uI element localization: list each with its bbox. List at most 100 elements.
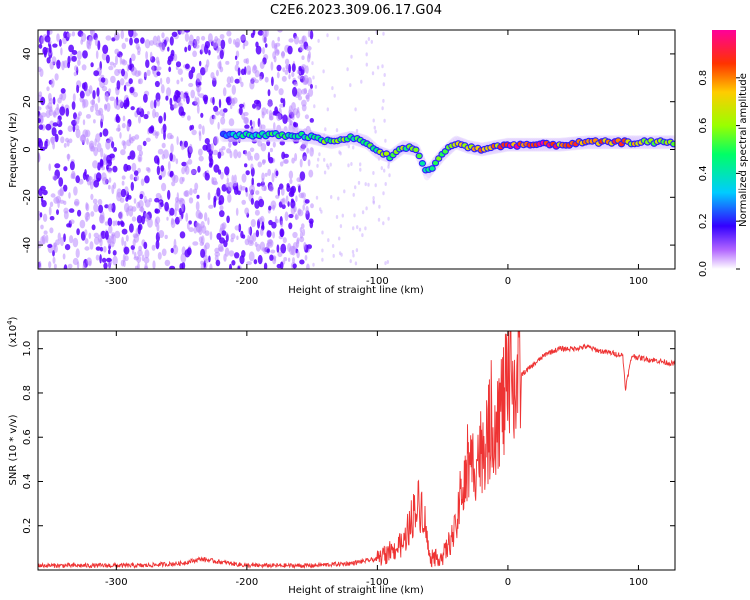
noise-speckle: [38, 66, 42, 72]
noise-speckle: [119, 54, 123, 65]
noise-speckle: [169, 134, 174, 140]
noise-speckle: [235, 38, 241, 48]
noise-speckle: [280, 243, 287, 254]
noise-speckle: [288, 123, 294, 131]
noise-speckle: [109, 241, 115, 248]
noise-speckle: [276, 71, 280, 79]
noise-speckle: [291, 102, 296, 111]
noise-speckle: [58, 129, 63, 136]
noise-speckle: [276, 244, 280, 253]
noise-speckle: [204, 138, 210, 145]
noise-speckle: [320, 209, 323, 214]
noise-speckle: [101, 257, 107, 263]
spectral-trace: [219, 128, 675, 181]
noise-speckle: [67, 263, 73, 269]
noise-speckle: [134, 134, 140, 140]
noise-speckle: [357, 180, 361, 185]
noise-speckle: [299, 158, 303, 168]
snr-ticks: -300 -200 -100 0 100 0.2 0.4 0.6 0.8 1.0: [22, 331, 675, 588]
noise-speckle: [201, 125, 205, 135]
noise-speckle: [138, 150, 143, 157]
noise-speckle: [121, 58, 126, 65]
noise-speckle: [53, 110, 56, 117]
noise-speckle: [62, 184, 68, 192]
noise-speckle: [57, 97, 62, 104]
noise-speckle: [217, 121, 220, 130]
noise-speckle: [190, 89, 195, 99]
noise-speckle: [250, 197, 254, 205]
noise-speckle: [46, 86, 50, 92]
noise-speckle: [113, 182, 117, 190]
noise-speckle: [70, 173, 74, 179]
spectrogram-ylabel: Frequency (Hz): [8, 112, 19, 188]
noise-speckle: [281, 197, 286, 206]
noise-speckle: [153, 155, 160, 164]
noise-speckle: [280, 188, 285, 196]
noise-speckle: [56, 103, 59, 111]
noise-speckle: [49, 201, 54, 208]
noise-speckle: [95, 133, 101, 143]
noise-speckle: [300, 192, 306, 199]
noise-speckle: [246, 261, 252, 266]
noise-speckle: [237, 265, 241, 269]
noise-speckle: [361, 233, 364, 238]
noise-speckle: [77, 50, 82, 60]
noise-speckle: [108, 65, 114, 71]
noise-speckle: [73, 71, 78, 77]
noise-speckle: [291, 110, 295, 121]
noise-speckle: [180, 77, 184, 82]
noise-speckle: [288, 38, 294, 43]
noise-speckle: [232, 181, 238, 187]
noise-speckle: [108, 249, 111, 255]
noise-speckle: [281, 151, 286, 160]
trace-cell: [416, 153, 422, 159]
noise-speckle: [121, 175, 126, 180]
noise-speckle: [42, 46, 48, 56]
noise-speckle: [304, 114, 309, 120]
noise-speckle: [115, 115, 121, 123]
noise-speckle: [120, 149, 126, 156]
noise-speckle: [222, 87, 227, 97]
noise-speckle: [79, 90, 85, 99]
noise-speckle: [108, 184, 111, 190]
noise-speckle: [299, 231, 304, 239]
noise-speckle: [267, 89, 271, 97]
noise-speckle: [144, 175, 150, 184]
noise-speckle: [75, 175, 80, 184]
noise-speckle: [279, 140, 285, 146]
noise-speckle: [85, 202, 89, 210]
noise-speckle: [221, 230, 227, 237]
noise-speckle: [99, 158, 104, 167]
noise-speckle: [69, 219, 75, 225]
noise-speckle: [221, 222, 227, 230]
noise-speckle: [160, 84, 165, 94]
noise-speckle: [273, 55, 277, 63]
noise-speckle: [381, 64, 384, 69]
noise-speckle: [154, 197, 160, 203]
noise-speckle: [117, 220, 121, 226]
noise-speckle: [170, 247, 174, 254]
y-tick-label: 20: [22, 95, 33, 108]
noise-speckle: [180, 252, 187, 263]
noise-speckle: [365, 62, 368, 67]
y-tick-label: 1.0: [22, 341, 33, 357]
noise-speckle: [297, 208, 302, 216]
colorbar-scale: [712, 30, 736, 269]
noise-speckle: [223, 108, 228, 113]
noise-speckle: [267, 239, 273, 245]
noise-speckle: [252, 103, 257, 109]
noise-speckle: [352, 253, 355, 258]
noise-speckle: [272, 141, 276, 148]
noise-speckle: [286, 185, 291, 192]
noise-speckle: [309, 220, 314, 229]
noise-speckle: [100, 113, 105, 123]
noise-speckle: [227, 193, 232, 203]
noise-speckle: [225, 96, 231, 104]
noise-speckle: [264, 43, 268, 48]
noise-speckle: [209, 231, 213, 241]
noise-speckle: [297, 95, 303, 101]
noise-speckle: [161, 32, 165, 39]
noise-speckle: [338, 251, 342, 256]
noise-speckle: [321, 230, 324, 235]
noise-speckle: [77, 209, 82, 217]
